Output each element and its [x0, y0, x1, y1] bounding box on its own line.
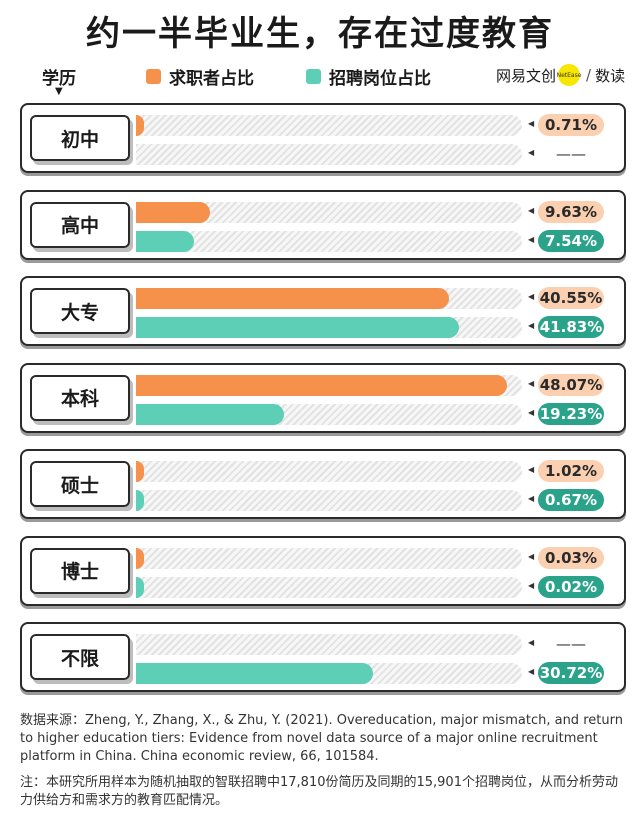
- pointer-icon: ◀: [528, 580, 535, 590]
- down-arrow-icon: ▼: [55, 86, 63, 97]
- bar-supply: [136, 317, 459, 338]
- value-label: ——: [556, 145, 586, 163]
- bar-track: [136, 461, 522, 482]
- value-label: 0.67%: [538, 489, 604, 511]
- bar-track: [136, 374, 522, 396]
- bar-track: [136, 490, 522, 511]
- category-group: 高中 ◀ 9.63% ◀ 7.54%: [20, 189, 626, 260]
- value-label: 0.03%: [538, 546, 604, 569]
- pointer-icon: ◀: [528, 119, 535, 128]
- pointer-icon: ◀: [528, 292, 535, 301]
- legend-item-demand: 求职者占比: [146, 64, 254, 89]
- data-source: 数据来源：Zheng, Y., Zhang, X., & Zhu, Y. (20…: [20, 713, 623, 764]
- bar-track: [136, 201, 522, 223]
- bar-track: [136, 144, 522, 165]
- pointer-icon: ◀: [528, 667, 535, 676]
- value-label: 1.02%: [538, 460, 604, 482]
- value-label: 41.83%: [538, 316, 604, 338]
- pointer-icon: ◀: [528, 494, 535, 503]
- value-label: ——: [556, 635, 586, 653]
- value-label: 40.55%: [538, 287, 604, 309]
- brand-slash: /: [586, 66, 592, 84]
- bar-demand: [136, 461, 144, 482]
- value-label: 7.54%: [538, 229, 604, 252]
- value-label: 48.07%: [538, 373, 604, 396]
- pointer-icon: ◀: [528, 205, 535, 215]
- category-group: 本科 ◀ 48.07% ◀ 19.23%: [20, 362, 626, 433]
- value-label: 0.02%: [538, 575, 604, 598]
- bar-demand: [136, 288, 450, 309]
- brand-left: 网易文创: [496, 66, 557, 85]
- bar-demand: [136, 201, 211, 223]
- category-group: 硕士 ◀ 1.02% ◀ 0.67%: [20, 449, 626, 519]
- bar-track: [136, 634, 522, 655]
- legend-swatch-supply: [306, 69, 321, 84]
- bar-supply: [136, 403, 285, 425]
- category-label: 不限: [30, 634, 130, 680]
- pointer-icon: ◀: [528, 148, 535, 157]
- category-group: 博士 ◀ 0.03% ◀ 0.02%: [20, 535, 626, 606]
- value-label: 30.72%: [538, 662, 604, 684]
- value-label: 19.23%: [538, 402, 604, 425]
- bar-supply: [136, 490, 144, 511]
- pointer-icon: ◀: [528, 321, 535, 330]
- bar-demand: [136, 115, 144, 136]
- pointer-icon: ◀: [528, 407, 535, 417]
- bar-supply: [136, 576, 144, 598]
- category-group: 大专 ◀ 40.55% ◀ 41.83%: [20, 276, 626, 346]
- legend-item-supply: 招聘岗位占比: [306, 64, 431, 89]
- bar-track: [136, 576, 522, 598]
- bar-demand: [136, 547, 144, 569]
- pointer-icon: ◀: [528, 465, 535, 474]
- category-axis-label: 学历: [42, 69, 76, 89]
- brand-logo: 网易文创 NetEase / 数读: [496, 64, 625, 86]
- bar-track: [136, 663, 522, 684]
- bar-supply: [136, 663, 374, 684]
- bar-demand: [136, 374, 508, 396]
- pointer-icon: ◀: [528, 378, 535, 388]
- category-label: 大专: [30, 288, 130, 334]
- bar-track: [136, 317, 522, 338]
- legend-label-demand: 求职者占比: [169, 69, 254, 89]
- category-label: 高中: [30, 201, 130, 248]
- pointer-icon: ◀: [528, 551, 535, 561]
- chart-title: 约一半毕业生，存在过度教育: [86, 14, 554, 54]
- footnote: 注：本研究所用样本为随机抽取的智联招聘中17,810份简历及同期的15,901个…: [20, 775, 618, 808]
- bar-track: [136, 403, 522, 425]
- bar-track: [136, 230, 522, 252]
- pointer-icon: ◀: [528, 638, 535, 647]
- legend-swatch-demand: [146, 69, 161, 84]
- category-label: 博士: [30, 547, 130, 594]
- category-label: 本科: [30, 374, 130, 421]
- category-label: 硕士: [30, 461, 130, 507]
- brand-dot-icon: NetEase: [557, 64, 581, 86]
- legend-label-supply: 招聘岗位占比: [329, 69, 431, 89]
- bar-supply: [136, 230, 195, 252]
- pointer-icon: ◀: [528, 234, 535, 244]
- bar-track: [136, 547, 522, 569]
- value-label: 0.71%: [538, 114, 604, 136]
- chart-header: 学历 ▼ 求职者占比 招聘岗位占比 网易文创 NetEase / 数读: [0, 62, 640, 102]
- value-label: 9.63%: [538, 200, 604, 223]
- category-label: 初中: [30, 115, 130, 161]
- bar-track: [136, 288, 522, 309]
- category-group: 不限 ◀ —— ◀ 30.72%: [20, 622, 626, 692]
- brand-right: 数读: [595, 66, 626, 85]
- category-group: 初中 ◀ 0.71% ◀ ——: [20, 103, 626, 173]
- bar-track: [136, 115, 522, 136]
